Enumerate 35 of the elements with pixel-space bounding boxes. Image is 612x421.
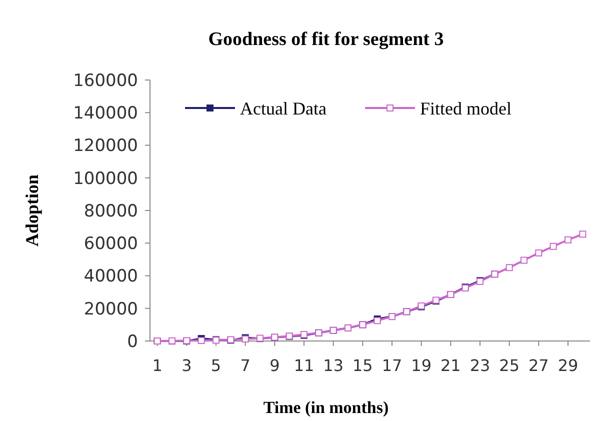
y-tick-label: 40000 <box>84 266 138 287</box>
x-axis-title: Time (in months) <box>263 398 389 417</box>
point <box>535 249 542 256</box>
point <box>579 230 586 238</box>
y-tick-label: 20000 <box>84 299 138 320</box>
legend-label: Fitted model <box>420 98 512 118</box>
x-tick-label: 17 <box>382 356 402 375</box>
x-tick-label: 27 <box>528 356 549 375</box>
x-tick-label: 3 <box>182 356 192 375</box>
x-tick-label: 29 <box>558 356 578 375</box>
x-tick-label: 1 <box>152 356 162 375</box>
point <box>506 264 513 272</box>
y-tick-label: 100000 <box>73 168 138 189</box>
legend-label: Actual Data <box>240 98 326 118</box>
x-tick-label: 7 <box>240 356 250 375</box>
chart-title: Goodness of fit for segment 3 <box>208 29 444 50</box>
point <box>550 242 557 250</box>
y-tick-label: 0 <box>127 332 138 352</box>
x-tick-label: 19 <box>411 356 432 375</box>
x-tick-label: 5 <box>210 356 222 375</box>
x-tick-label: 9 <box>270 356 280 375</box>
x-tick-label: 23 <box>470 356 490 375</box>
y-tick-label: 140000 <box>73 104 138 124</box>
x-tick-label: 13 <box>323 356 344 375</box>
y-tick-label: 120000 <box>73 136 138 156</box>
y-tick-label: 80000 <box>84 201 138 222</box>
x-tick-label: 15 <box>352 356 373 375</box>
point <box>564 236 572 244</box>
x-tick-label: 25 <box>499 356 520 375</box>
x-tick-label: 21 <box>440 356 461 375</box>
x-tick-label: 11 <box>294 356 314 375</box>
y-tick-label: 160000 <box>73 70 138 91</box>
y-axis-title: Adoption <box>22 174 42 247</box>
y-tick-label: 60000 <box>84 234 138 254</box>
point <box>520 256 528 264</box>
